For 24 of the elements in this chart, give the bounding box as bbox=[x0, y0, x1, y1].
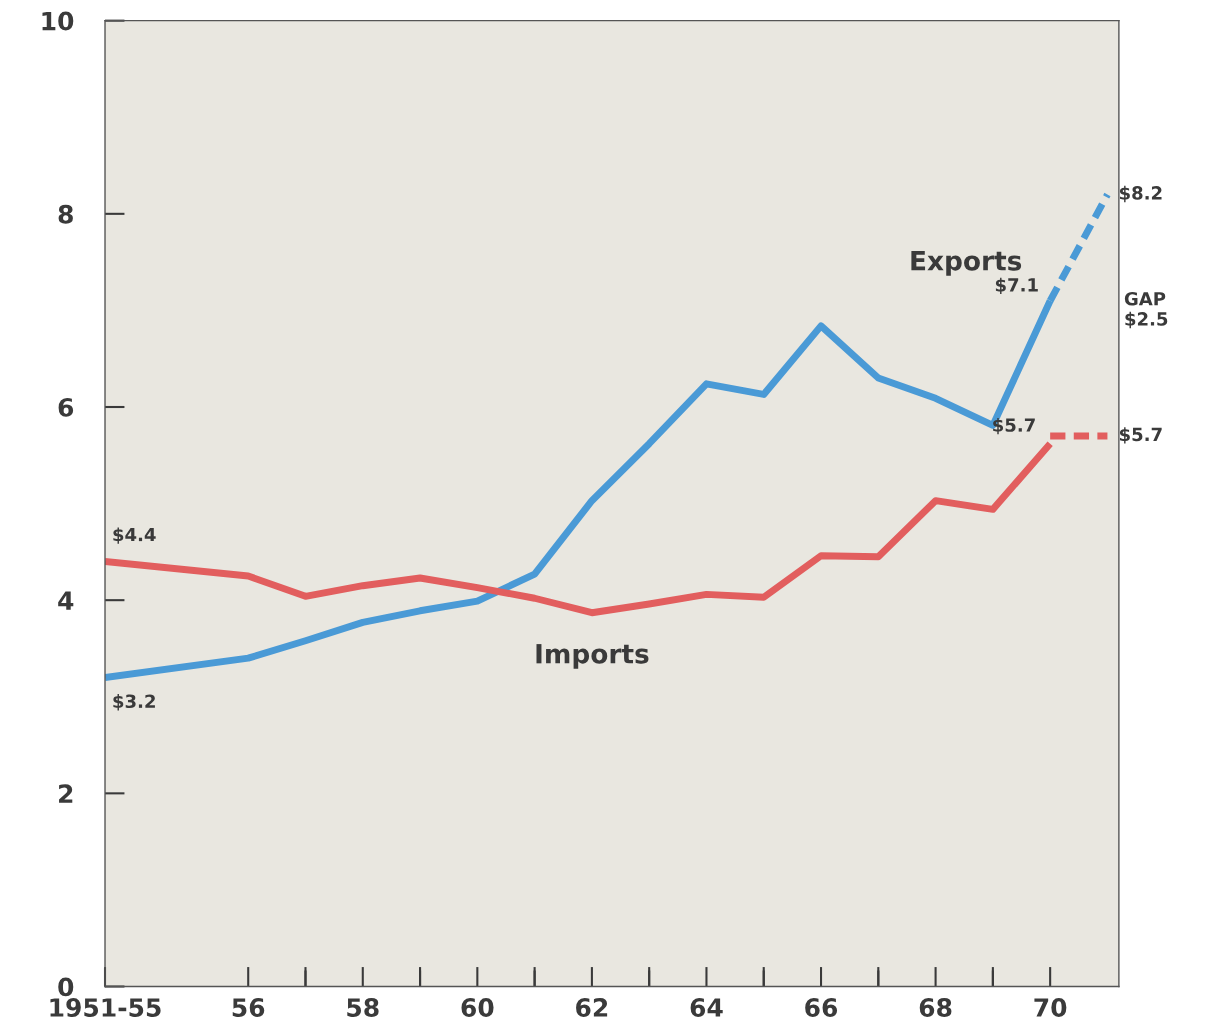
annotation: $3.2 bbox=[113, 694, 155, 711]
y-tick-label: 10 bbox=[42, 11, 74, 31]
x-tick-label: 60 bbox=[461, 998, 494, 1017]
x-tick-label: 56 bbox=[232, 998, 265, 1017]
x-tick-label: 62 bbox=[576, 998, 608, 1017]
y-tick-label: 0 bbox=[58, 977, 74, 997]
x-tick-label: 58 bbox=[347, 998, 379, 1017]
x-tick-label: 66 bbox=[805, 998, 838, 1017]
y-tick-label: 6 bbox=[58, 397, 74, 417]
x-tick-label: 1951-55 bbox=[50, 998, 161, 1017]
series-label: Exports bbox=[911, 251, 1022, 276]
text: GAP $2.5 bbox=[1124, 291, 1168, 329]
annotation: $5.7 bbox=[1119, 427, 1162, 444]
annotation: $5.7 bbox=[993, 417, 1035, 435]
series-label: Imports bbox=[536, 644, 649, 669]
y-tick-label: 2 bbox=[59, 784, 73, 803]
y-tick-label: 8 bbox=[58, 204, 73, 224]
x-tick-label: 64 bbox=[690, 998, 723, 1017]
y-tick-label: 4 bbox=[58, 591, 74, 610]
x-tick-label: 68 bbox=[919, 998, 952, 1017]
annotation: $7.1 bbox=[995, 277, 1038, 295]
annotation: $4.4 bbox=[113, 527, 156, 544]
x-tick-label: 70 bbox=[1034, 998, 1067, 1017]
annotation: $8.2 bbox=[1119, 185, 1162, 203]
